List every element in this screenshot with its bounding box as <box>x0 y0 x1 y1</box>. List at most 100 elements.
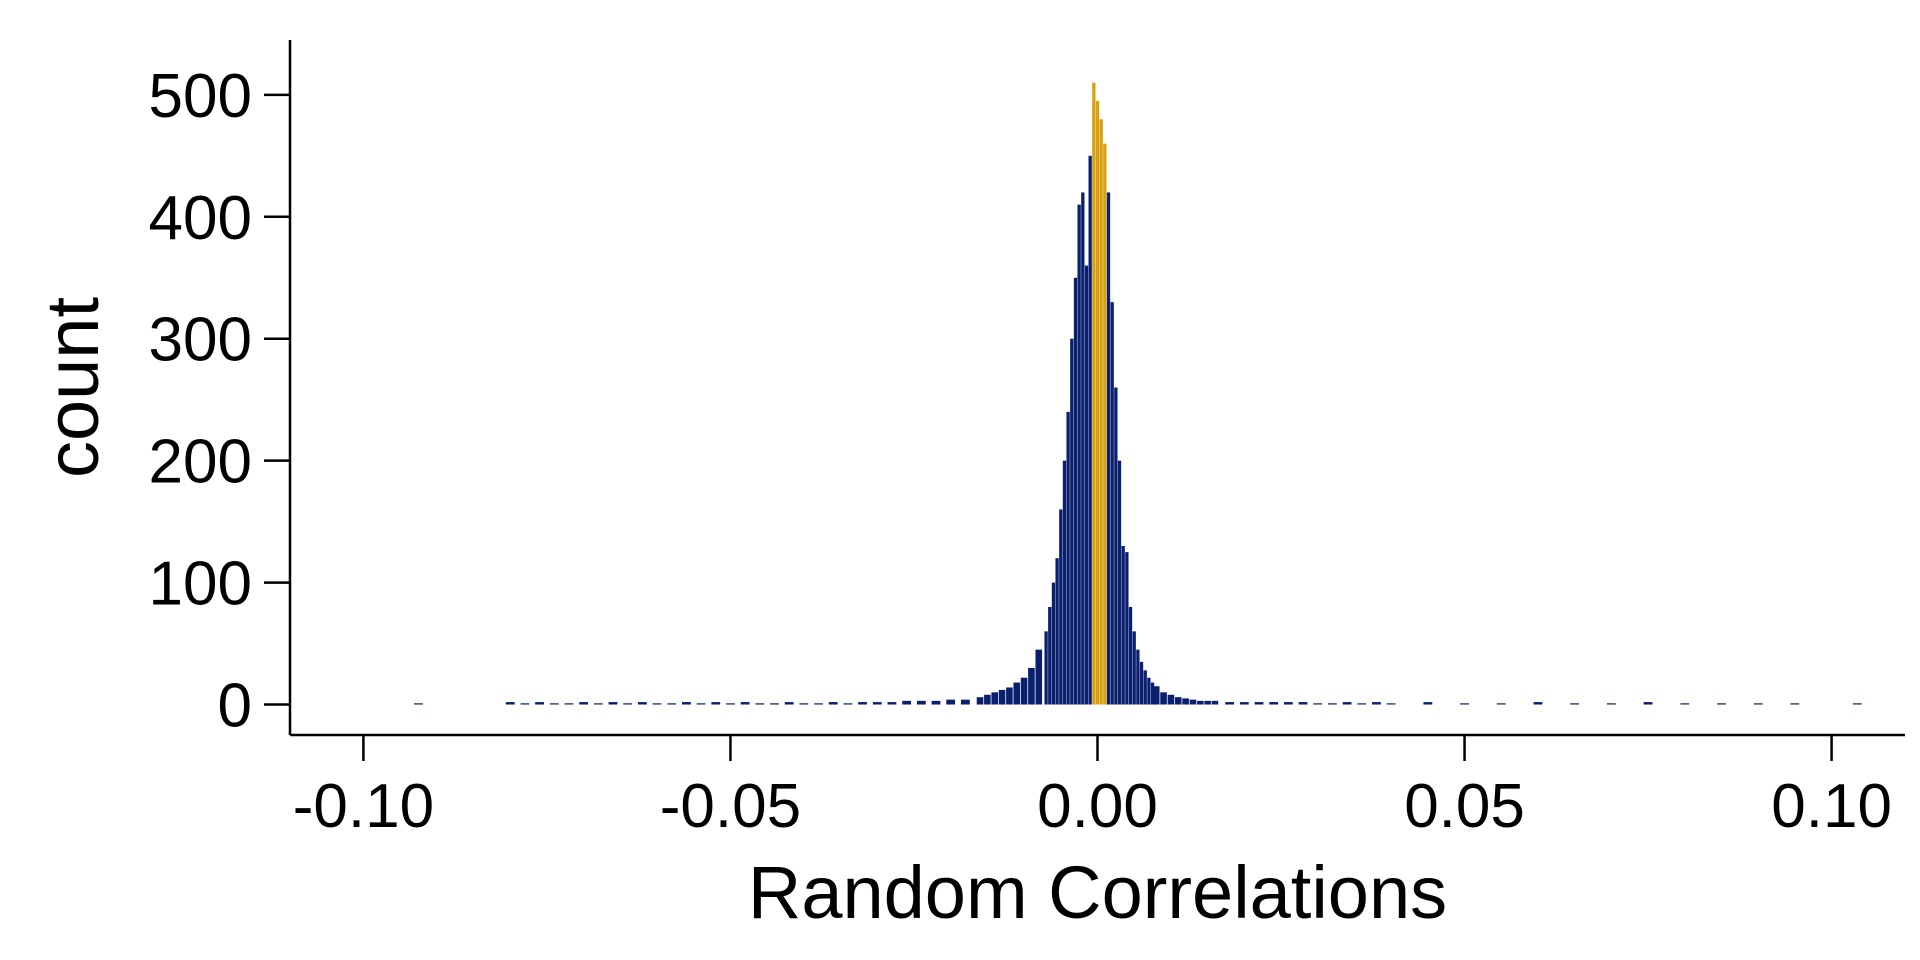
histogram-bar <box>1059 509 1063 705</box>
histogram-bar <box>1132 631 1136 705</box>
histogram-bar <box>1386 703 1396 705</box>
histogram-bar <box>740 702 750 705</box>
histogram-bar <box>843 703 853 705</box>
histogram-bar <box>1753 703 1763 705</box>
histogram-bar <box>814 703 823 705</box>
histogram-bar <box>755 703 765 705</box>
histogram-bar <box>1313 703 1323 705</box>
histogram-bar <box>1680 703 1690 705</box>
histogram-bar <box>1103 143 1107 705</box>
histogram-bar <box>696 703 706 705</box>
histogram-bar <box>799 703 809 705</box>
histogram-bar <box>1128 606 1133 705</box>
histogram-bar <box>976 697 984 705</box>
histogram-bar <box>1006 687 1013 705</box>
x-tick-label: -0.05 <box>660 772 801 841</box>
histogram-bar <box>1088 155 1092 705</box>
histogram-bar <box>1283 702 1293 705</box>
histogram-bar <box>608 702 618 705</box>
y-tick-label: 100 <box>149 550 252 619</box>
histogram-bar <box>1099 119 1103 705</box>
histogram-bar <box>1852 703 1862 705</box>
histogram-bar <box>1092 82 1096 705</box>
histogram-bar <box>1106 192 1111 705</box>
histogram-bar <box>1606 703 1616 705</box>
histogram-bar <box>916 700 926 705</box>
y-tick-label: 300 <box>149 306 252 375</box>
histogram-bar <box>682 702 691 705</box>
histogram-bar <box>593 703 603 705</box>
histogram-bar <box>637 702 647 705</box>
histogram-bar <box>1070 338 1074 705</box>
histogram-bar <box>887 702 897 705</box>
histogram-bar <box>652 703 662 705</box>
x-axis-ticks: -0.10 -0.05 0.00 0.05 0.10 <box>293 735 1892 841</box>
histogram-bar <box>1182 698 1189 705</box>
histogram-bar <box>520 703 530 705</box>
histogram-bar <box>1460 703 1469 705</box>
histogram-bar <box>1643 702 1653 705</box>
bars-group <box>414 82 1862 705</box>
histogram-bar <box>998 689 1006 705</box>
histogram-bar <box>1254 702 1264 705</box>
histogram-bar <box>623 703 633 705</box>
histogram-bar <box>1143 670 1147 705</box>
histogram-bar <box>872 702 882 705</box>
x-tick-label: 0.00 <box>1037 772 1158 841</box>
histogram-bar <box>549 703 559 705</box>
histogram-bar <box>931 700 941 705</box>
histogram-bar <box>1570 703 1580 705</box>
y-axis-title: count <box>31 297 114 478</box>
histogram-bar <box>1204 700 1211 705</box>
histogram-bar <box>1239 702 1249 705</box>
histogram-bar <box>1095 100 1100 705</box>
histogram-bar <box>414 703 423 705</box>
histogram-bar <box>1357 703 1367 705</box>
histogram-bar <box>1717 703 1726 705</box>
histogram-bar <box>1211 700 1219 705</box>
histogram-bar <box>1121 546 1125 705</box>
histogram-bar <box>1051 582 1056 705</box>
histogram-bar <box>1533 702 1543 705</box>
histogram-bar <box>1055 558 1059 705</box>
x-tick-label: 0.10 <box>1771 772 1892 841</box>
histogram-bar <box>858 702 867 705</box>
x-tick-label: -0.10 <box>293 772 434 841</box>
histogram-bar <box>1035 649 1043 705</box>
histogram-bar <box>711 702 721 705</box>
histogram-bar <box>1152 686 1160 705</box>
histogram-bar <box>1066 411 1070 705</box>
histogram-bar <box>902 700 912 705</box>
histogram-bar <box>1496 703 1506 705</box>
x-axis-title: Random Correlations <box>748 851 1447 934</box>
histogram-bar <box>1048 606 1052 705</box>
histogram-bar <box>1139 661 1144 705</box>
histogram-bar <box>1298 702 1308 705</box>
histogram-bar <box>667 703 677 705</box>
histogram-bar <box>579 702 589 705</box>
histogram-bar <box>726 703 735 705</box>
histogram-bar <box>564 703 574 705</box>
histogram-bar <box>1790 703 1800 705</box>
histogram-bar <box>946 699 956 705</box>
histogram-bar <box>1013 682 1021 705</box>
histogram-bar <box>960 699 970 705</box>
histogram-bar <box>991 692 999 705</box>
histogram-bar <box>1328 703 1337 705</box>
histogram-bar <box>1167 694 1175 705</box>
histogram-bar <box>1077 204 1081 705</box>
histogram-bar <box>770 703 779 705</box>
histogram-bar <box>1423 702 1433 705</box>
histogram-bar <box>1147 677 1151 705</box>
histogram-bar <box>1269 702 1279 705</box>
histogram-bar <box>1020 677 1028 705</box>
y-tick-label: 0 <box>218 672 252 741</box>
histogram-bar <box>828 702 838 705</box>
histogram-bar <box>1081 192 1085 705</box>
y-axis-ticks: 0 100 200 300 400 500 <box>149 62 290 741</box>
histogram-bar <box>505 702 515 705</box>
histogram-bar <box>1342 702 1352 705</box>
histogram-bar <box>1084 265 1089 705</box>
y-tick-label: 500 <box>149 62 252 131</box>
y-tick-label: 400 <box>149 184 252 253</box>
